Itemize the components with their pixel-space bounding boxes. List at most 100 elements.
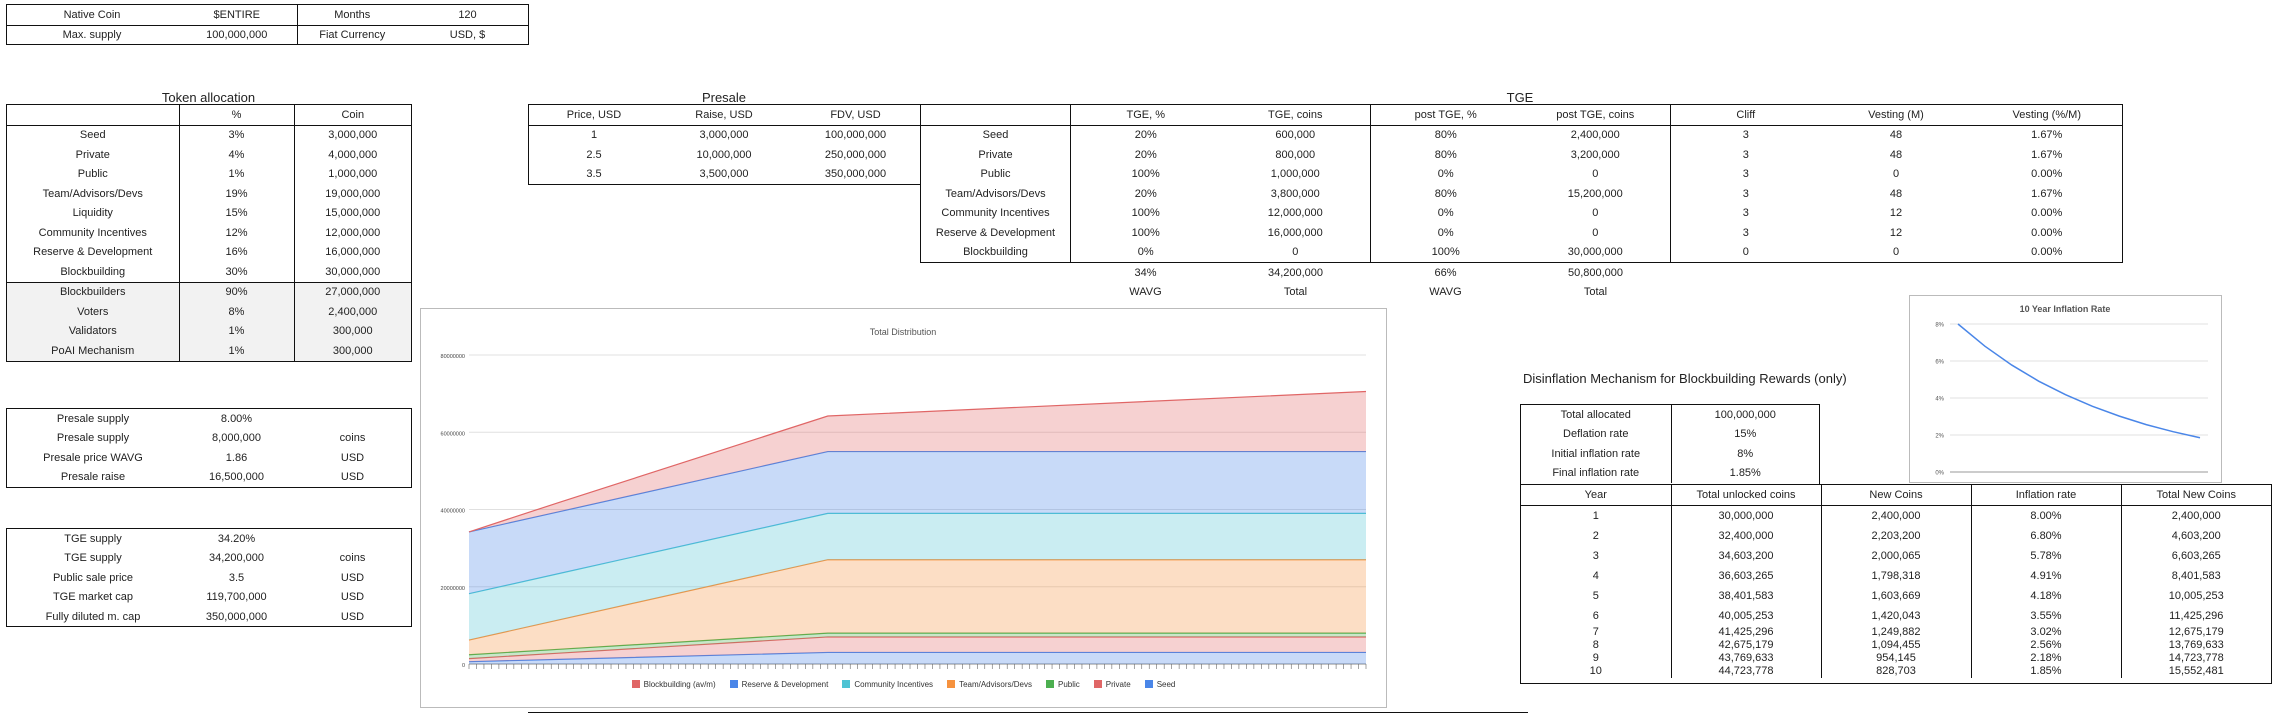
table-cell: 4	[1592, 569, 1599, 582]
table-cell: 3	[1670, 223, 1821, 243]
table-cell: Team/Advisors/Devs	[42, 187, 143, 200]
table-cell: 300,000	[293, 341, 411, 361]
table-cell: 100,000,000	[824, 129, 887, 142]
table-cell: Public sale price	[52, 571, 134, 584]
area-series	[469, 513, 1366, 641]
table-header-cell: Total New Coins	[2120, 485, 2271, 506]
table-cell: 0	[1592, 226, 1599, 239]
top-info-table: Native Coin $ENTIRE Months 120 Max. supply 10…	[6, 4, 529, 45]
table-cell: 9	[1592, 652, 1599, 664]
legend-item: Private	[1093, 679, 1131, 689]
table-cell: USD	[340, 571, 365, 584]
table-cell: 12,000,000	[293, 223, 411, 243]
table-cell: Presale raise	[60, 471, 126, 484]
table-cell: coins	[339, 552, 366, 565]
table-row: 1 30,000,000 2,400,000 8.00% 2,400,000	[1521, 505, 2271, 526]
legend-swatch	[947, 680, 956, 688]
legend-item: Public	[1045, 680, 1080, 689]
table-cell: 1	[590, 129, 598, 142]
table-row: 1 3,000,000 100,000,000	[529, 125, 922, 145]
chart-title: 10 Year Inflation Rate	[2020, 304, 2111, 314]
table-row: Team/Advisors/Devs 19% 19,000,000	[7, 184, 411, 204]
legend-item: Seed	[1144, 680, 1175, 689]
table-cell: 0	[1592, 207, 1599, 220]
table-cell: 90%	[178, 281, 294, 302]
table-cell: 16,000,000	[293, 242, 411, 262]
table-header-row: % Coin	[7, 105, 411, 126]
table-cell: Presale price WAVG	[43, 451, 143, 464]
area-series-line	[468, 450, 1366, 533]
table-row: Community Incentives 100% 12,000,000 0% 0 3 12…	[920, 203, 2123, 223]
table-cell: 3%	[178, 125, 294, 145]
table-cell: 0.00%	[1971, 203, 2123, 223]
table-row: TGE supply 34.20%	[7, 529, 411, 549]
table-cell: 66%	[1434, 266, 1457, 279]
table-row: 2.5 10,000,000 250,000,000	[529, 145, 922, 165]
table-cell: Final inflation rate	[1552, 467, 1640, 480]
table-cell: 0.00%	[1971, 164, 2123, 184]
table-row: Liquidity 15% 15,000,000	[7, 203, 411, 223]
table-cell: 3	[1670, 125, 1821, 145]
table-cell: 36,603,265	[1670, 565, 1821, 586]
table-cell: 7	[1592, 626, 1599, 638]
table-cell: 48	[1889, 187, 1903, 200]
table-cell: 800,000	[1275, 148, 1316, 161]
table-header-cell: Raise, USD	[659, 105, 789, 126]
y-tick-label: 60000000	[441, 431, 465, 437]
table-cell: 48	[1889, 129, 1903, 142]
table-cell: 3	[1670, 164, 1821, 184]
table-cell: 1,603,669	[1820, 585, 1971, 606]
table-cell: 44,723,778	[1670, 664, 1821, 678]
table-row: Seed 20% 600,000 80% 2,400,000 3 48 1.67%	[920, 125, 2123, 145]
table-cell: 8.00%	[220, 412, 253, 425]
table-header-cell: post TGE, coins	[1520, 104, 1671, 126]
tge-table: TGE, % TGE, coins post TGE, % post TGE, coi…	[920, 104, 2123, 303]
table-cell: Fully diluted m. cap	[45, 610, 141, 623]
table-header-cell: Coin	[293, 105, 411, 126]
table-cell: 2,400,000	[1820, 505, 1971, 526]
y-tick-label: 20000000	[441, 586, 465, 592]
table-cell: USD	[340, 610, 365, 623]
legend-label: Reserve & Development	[741, 679, 829, 689]
legend-swatch	[631, 680, 640, 688]
table-cell: Presale supply	[56, 412, 130, 425]
table-cell: TGE supply	[64, 552, 122, 565]
table-cell: 8.00%	[1970, 505, 2121, 526]
table-cell: 0	[1892, 168, 1900, 181]
table-cell: Community Incentives	[920, 203, 1071, 223]
table-cell: $ENTIRE	[177, 5, 297, 26]
table-cell: 12,675,179	[2120, 625, 2271, 639]
table-cell: 42,675,179	[1670, 638, 1821, 652]
table-cell: 1%	[178, 321, 294, 341]
inflation-line	[1957, 323, 2201, 439]
table-row: 3 34,603,200 2,000,065 5.78% 6,603,265	[1521, 545, 2271, 566]
table-cell: 100%	[1370, 242, 1521, 263]
table-cell: Months	[296, 5, 407, 26]
table-cell: WAVG	[1429, 286, 1462, 299]
legend-swatch	[729, 680, 738, 688]
area-series-line	[468, 636, 1366, 660]
chart-title: Total Distribution	[870, 327, 937, 337]
table-cell: TGE supply	[64, 532, 122, 545]
table-cell: 0	[1220, 242, 1371, 263]
legend-label: Private	[1105, 679, 1131, 689]
table-cell: 1.86	[225, 451, 248, 464]
table-row: TGE supply 34,200,000 coins	[7, 549, 411, 569]
table-cell: 0.00%	[1971, 223, 2123, 243]
table-row: Private 20% 800,000 80% 3,200,000 3 48 1.67%	[920, 145, 2123, 165]
area-series	[469, 559, 1366, 655]
table-cell: TGE market cap	[52, 591, 134, 604]
table-cell: 6,603,265	[2120, 545, 2271, 566]
y-tick-label: 40000000	[441, 509, 465, 515]
table-cell: Public	[920, 164, 1071, 184]
disinflation-years-table: Year Total unlocked coins New Coins Inflati…	[1520, 484, 2272, 684]
table-row: Final inflation rate 1.85%	[1521, 463, 1819, 483]
table-header-cell: Vesting (%/M)	[1971, 104, 2123, 126]
table-cell	[921, 283, 1071, 303]
table-cell: 0%	[1070, 242, 1221, 263]
tge-title: TGE	[1506, 90, 1534, 105]
table-header-cell	[920, 104, 1071, 126]
table-cell: 8%	[1670, 444, 1819, 464]
table-cell: 19,000,000	[293, 184, 411, 204]
table-cell: 0%	[1370, 164, 1521, 184]
